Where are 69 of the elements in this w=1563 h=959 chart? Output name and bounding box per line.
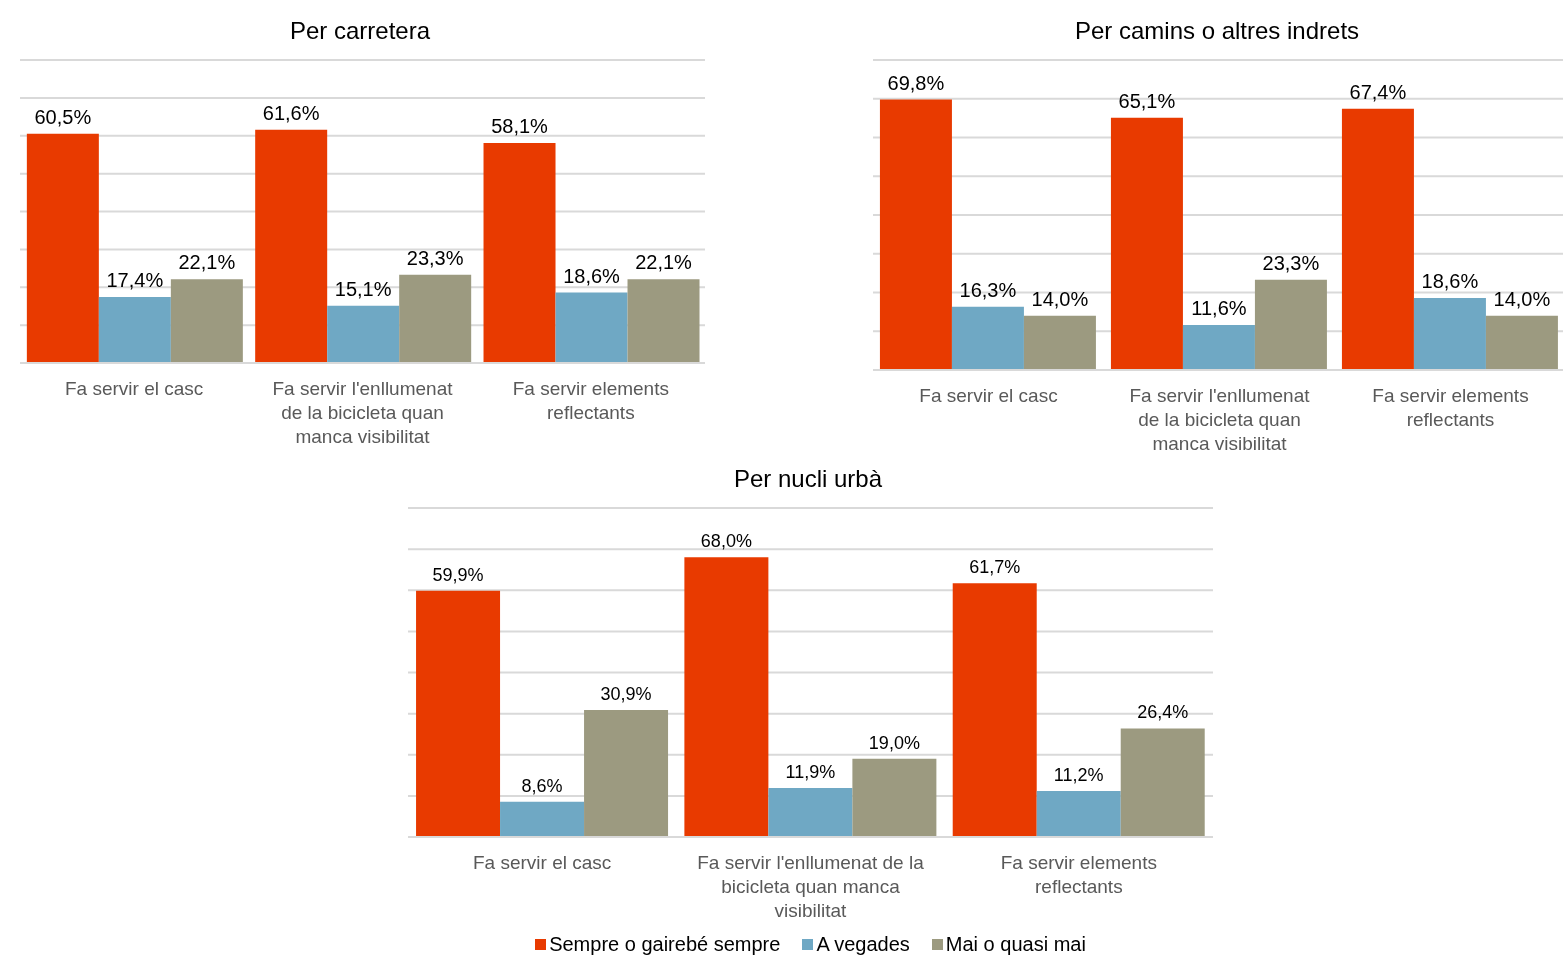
bar (627, 279, 700, 363)
bar (399, 274, 472, 363)
bar (852, 758, 937, 837)
bar (1023, 315, 1096, 370)
data-label: 16,3% (959, 278, 1017, 301)
data-label: 67,4% (1349, 80, 1407, 103)
bar (952, 583, 1037, 837)
data-label: 58,1% (491, 114, 549, 137)
bar (1120, 728, 1205, 837)
bar (500, 801, 585, 837)
bar (684, 557, 769, 837)
data-label: 65,1% (1118, 89, 1176, 112)
data-label: 22,1% (635, 251, 693, 274)
data-label: 23,3% (1262, 251, 1320, 274)
bar (170, 279, 243, 363)
data-label: 69,8% (887, 71, 945, 94)
data-label: 61,7% (969, 557, 1021, 578)
data-label: 23,3% (406, 246, 464, 269)
data-label: 68,0% (700, 531, 752, 552)
data-label: 15,1% (334, 277, 392, 300)
bar (1485, 315, 1558, 370)
data-label: 17,4% (106, 269, 164, 292)
data-label: 30,9% (600, 683, 652, 704)
data-label: 11,9% (785, 762, 836, 783)
data-label: 8,6% (521, 775, 563, 796)
x-tick-label: Fa servir elements reflectants (1000, 852, 1157, 897)
bar (584, 709, 669, 837)
data-label: 18,6% (1421, 269, 1479, 292)
x-tick-label: Fa servir el casc (65, 378, 204, 399)
data-label: 11,2% (1053, 764, 1104, 785)
legend-label: Mai o quasi mai (944, 933, 1086, 956)
data-label: 19,0% (868, 732, 920, 753)
data-label: 14,0% (1031, 287, 1089, 310)
chart-title: Per nucli urbà (732, 464, 884, 494)
bar (416, 590, 501, 837)
legend-label: A vegades (815, 933, 910, 956)
bar (483, 142, 556, 363)
bar (555, 292, 628, 363)
data-label: 61,6% (262, 101, 320, 124)
bar (327, 305, 400, 363)
legend-label: Sempre o gairebé sempre (548, 933, 781, 956)
x-tick-label: Fa servir el casc (919, 385, 1058, 406)
bar (1254, 279, 1327, 370)
x-tick-label: Fa servir elements reflectants (1372, 385, 1529, 430)
bar (98, 297, 171, 363)
bar (1413, 297, 1486, 370)
data-label: 18,6% (563, 264, 621, 287)
bar (26, 133, 99, 363)
bar (879, 99, 952, 370)
bar (1182, 325, 1255, 370)
x-tick-label: Fa servir elements reflectants (512, 378, 669, 423)
data-label: 26,4% (1137, 702, 1189, 723)
bar (1110, 117, 1183, 370)
x-tick-label: Fa servir l'enllumenat de la bicicleta quan manca visibilitat (697, 852, 925, 921)
data-label: 11,6% (1191, 297, 1247, 320)
data-label: 59,9% (432, 564, 484, 585)
x-tick-label: Fa servir l'enllumenat de la bicicleta quan manca visibilitat (1129, 385, 1311, 454)
data-label: 22,1% (178, 251, 236, 274)
bar (951, 306, 1024, 370)
data-label: 60,5% (34, 105, 92, 128)
x-tick-label: Fa servir el casc (473, 852, 612, 873)
chart-title: Per carretera (288, 16, 432, 46)
x-tick-label: Fa servir l'enllumenat de la bicicleta quan manca visibilitat (272, 378, 454, 447)
bar (768, 788, 853, 837)
bar (1341, 108, 1414, 370)
bar (255, 129, 328, 363)
chart-title: Per camins o altres indrets (1073, 16, 1361, 46)
bar (1036, 790, 1121, 837)
data-label: 14,0% (1493, 287, 1551, 310)
